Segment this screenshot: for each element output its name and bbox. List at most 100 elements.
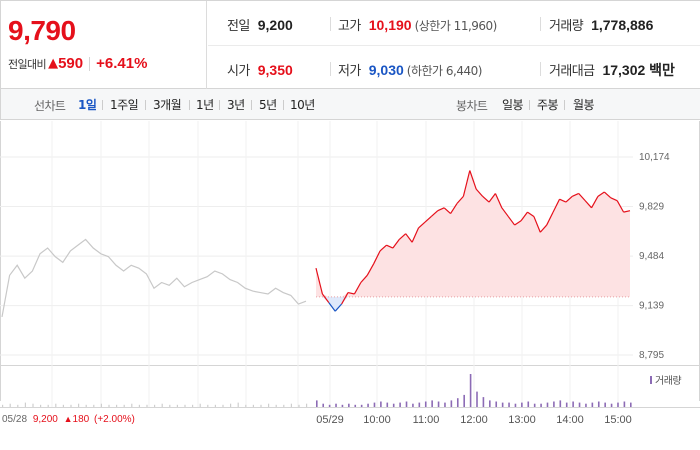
today-price-segment [584, 200, 592, 209]
tab-weekly-candle[interactable]: 주봉 [537, 98, 559, 112]
volume-bar [260, 404, 262, 407]
volume-bar [373, 402, 376, 407]
stat-open: 시가 9,350 [227, 60, 293, 79]
today-price-segment [418, 221, 426, 229]
stat-value: 9,200 [257, 17, 293, 33]
lower-limit: (하한가 6,440) [406, 64, 483, 78]
tab-3m[interactable]: 3개월 [153, 98, 182, 112]
divider [145, 100, 146, 110]
today-price-segment [443, 207, 451, 215]
today-price-segment [366, 263, 375, 276]
volume-bar [9, 403, 11, 407]
tab-1w[interactable]: 1주일 [110, 98, 139, 112]
volume-bar [348, 403, 350, 407]
today-price-segment [353, 282, 362, 295]
current-price-box: 9,790 전일대비 ▲ 590 +6.41% [0, 1, 207, 89]
volume-bar [559, 400, 562, 407]
volume-bar [604, 402, 606, 407]
volume-bar [230, 403, 232, 407]
stat-label: 거래대금 [549, 64, 595, 79]
volume-bar [412, 403, 414, 407]
today-price-segment [437, 207, 445, 212]
divider [529, 100, 530, 110]
chart-toolbar: 선차트 1일 1주일 3개월 1년 3년 5년 10년 봉차트 일봉 주봉 월봉 [0, 89, 700, 120]
volume-bar [514, 403, 517, 407]
volume-bar [146, 404, 148, 407]
today-price-segment [315, 267, 323, 295]
today-price-segment [373, 250, 381, 265]
volume-bar [508, 402, 510, 407]
stat-label: 전일 [227, 19, 250, 34]
today-price-segment [469, 170, 477, 190]
volume-bar [40, 404, 42, 407]
today-price-segment [597, 191, 605, 197]
volume-bar [184, 404, 186, 407]
tab-3y[interactable]: 3년 [227, 98, 245, 112]
volume-bar [489, 400, 491, 407]
x-tick-label: 14:00 [556, 414, 584, 426]
prev-day-rate: (+2.00%) [94, 414, 135, 425]
stat-value: 9,030 [368, 62, 404, 78]
prev-day-price: 9,200 [32, 414, 58, 425]
today-price-segment [552, 198, 561, 213]
volume-bar [55, 403, 57, 407]
volume-bar [354, 404, 357, 407]
y-tick-label: 9,139 [639, 301, 664, 312]
volume-bar [444, 402, 446, 407]
volume-bar [469, 374, 472, 407]
volume-bar [418, 402, 421, 407]
volume-bar [431, 400, 433, 407]
today-price-segment [494, 193, 503, 209]
volume-bar [501, 402, 504, 407]
y-tick-label: 10,174 [639, 152, 670, 163]
today-price-segment [475, 188, 484, 197]
x-tick-label: 15:00 [604, 414, 632, 426]
tab-monthly-candle[interactable]: 월봉 [573, 98, 595, 112]
volume-bar [527, 401, 530, 407]
stat-trade-value: 거래대금 17,302 백만 [549, 60, 675, 80]
volume-bar [328, 404, 331, 407]
today-price-segment [623, 210, 631, 213]
divider [540, 17, 541, 31]
today-price-segment [386, 244, 394, 249]
volume-bar [572, 401, 574, 407]
tab-1d[interactable]: 1일 [78, 98, 97, 112]
today-price-segment [482, 195, 490, 203]
volume-bar [2, 404, 4, 407]
volume-bar [70, 404, 72, 407]
volume-bar [214, 404, 216, 407]
tab-daily-candle[interactable]: 일봉 [502, 98, 524, 112]
divider [540, 62, 541, 76]
today-price-segment [603, 191, 612, 199]
y-tick-label: 9,829 [639, 202, 664, 213]
tab-10y[interactable]: 10년 [290, 98, 315, 112]
today-price-segment [341, 292, 349, 305]
volume-bar [108, 404, 110, 407]
divider [189, 100, 190, 110]
volume-bar [578, 402, 581, 407]
quote-header: 9,790 전일대비 ▲ 590 +6.41% 전일 9,200 시가 9,35… [0, 0, 700, 89]
change-amount: 590 [58, 55, 84, 72]
divider [251, 100, 252, 110]
up-arrow-icon: ▲ [63, 414, 73, 424]
today-price-segment [398, 233, 407, 240]
down-area-fill [316, 296, 630, 312]
volume-bar [17, 404, 19, 407]
tab-5y[interactable]: 5년 [259, 98, 277, 112]
volume-bar [192, 404, 194, 407]
volume-bar [463, 394, 465, 407]
today-price-segment [334, 303, 343, 312]
stat-label: 저가 [338, 64, 361, 79]
divider [330, 17, 331, 31]
volume-bar [456, 398, 459, 407]
volume-bar [617, 402, 619, 407]
volume-bar [360, 404, 363, 407]
volume-bar [476, 391, 478, 407]
today-price-segment [514, 220, 522, 226]
volume-bar [245, 404, 247, 407]
x-tick-label: 10:00 [363, 414, 391, 426]
today-price-segment [360, 274, 368, 283]
volume-bar [154, 404, 156, 407]
volume-bar [521, 402, 523, 407]
tab-1y[interactable]: 1년 [196, 98, 214, 112]
